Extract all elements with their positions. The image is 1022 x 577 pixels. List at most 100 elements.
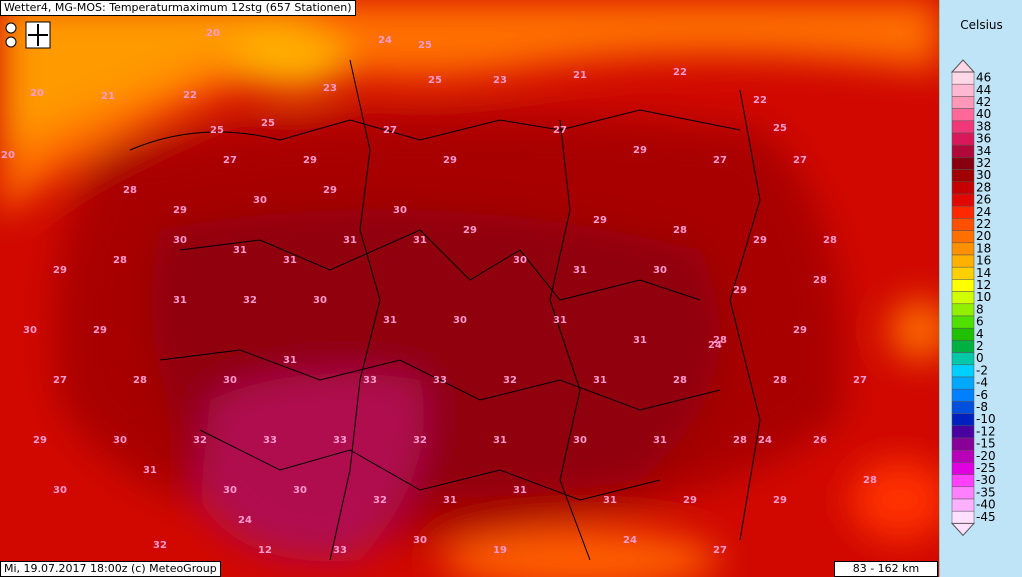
station-value: 25 <box>428 75 442 86</box>
station-value: 27 <box>553 125 567 136</box>
station-value: 29 <box>633 145 647 156</box>
legend-label: 0 <box>976 351 984 365</box>
legend-label: 4 <box>976 327 984 341</box>
legend-label: 16 <box>976 254 991 268</box>
station-value: 24 <box>378 35 392 46</box>
station-value: 23 <box>323 83 337 94</box>
station-value: 30 <box>223 485 237 496</box>
legend-swatch <box>951 364 975 378</box>
legend-label: 30 <box>976 168 991 182</box>
station-value: 28 <box>813 275 827 286</box>
legend-swatch <box>951 474 975 488</box>
station-value: 30 <box>393 205 407 216</box>
legend-label: 40 <box>976 107 991 121</box>
station-value: 20 <box>206 28 220 39</box>
station-value: 28 <box>673 225 687 236</box>
legend-swatch <box>951 266 975 280</box>
station-value: 27 <box>53 375 67 386</box>
legend-label: 24 <box>976 205 991 219</box>
station-value: 22 <box>183 90 197 101</box>
station-value: 24 <box>708 340 722 351</box>
legend-swatch <box>951 486 975 500</box>
station-value: 27 <box>383 125 397 136</box>
legend-swatch <box>951 83 975 97</box>
station-value: 28 <box>133 375 147 386</box>
legend-label: -25 <box>976 461 996 475</box>
station-value: 31 <box>343 235 357 246</box>
legend-swatch <box>951 205 975 219</box>
legend-label: 36 <box>976 132 991 146</box>
station-value: 33 <box>263 435 277 446</box>
station-value: 29 <box>33 435 47 446</box>
station-value: 29 <box>733 285 747 296</box>
station-value: 29 <box>323 185 337 196</box>
station-value: 31 <box>383 315 397 326</box>
legend-label: 8 <box>976 302 984 316</box>
station-value: 28 <box>673 375 687 386</box>
station-value: 30 <box>53 485 67 496</box>
station-value: 30 <box>113 435 127 446</box>
station-value: 29 <box>443 155 457 166</box>
legend-swatch <box>951 413 975 427</box>
legend-label: 42 <box>976 95 991 109</box>
legend-swatch <box>951 279 975 292</box>
legend-label: -40 <box>976 498 996 512</box>
station-value: 31 <box>593 375 607 386</box>
station-value: 32 <box>373 495 387 506</box>
legend-swatch <box>951 254 975 268</box>
station-value: 31 <box>603 495 617 506</box>
station-value: 29 <box>683 495 697 506</box>
legend-label: 6 <box>976 315 984 329</box>
legend-swatch <box>951 352 975 366</box>
legend-label: 10 <box>976 290 991 304</box>
scale-label: 83 - 162 km <box>834 561 938 577</box>
station-value: 24 <box>758 435 772 446</box>
station-value: 25 <box>261 118 275 129</box>
station-value: 32 <box>153 540 167 551</box>
legend-label: 14 <box>976 266 991 280</box>
station-value: 31 <box>653 435 667 446</box>
station-value: 24 <box>623 535 637 546</box>
station-value: 27 <box>793 155 807 166</box>
station-value: 21 <box>101 91 115 102</box>
legend-label: -20 <box>976 449 996 463</box>
legend-swatch <box>951 120 975 134</box>
legend-swatch <box>951 462 975 475</box>
station-value: 28 <box>823 235 837 246</box>
legend-swatch <box>951 132 975 146</box>
legend-label: -2 <box>976 363 988 377</box>
station-value: 22 <box>673 67 687 78</box>
legend-label: -30 <box>976 473 996 487</box>
legend-swatch <box>951 144 975 158</box>
station-value: 31 <box>513 485 527 496</box>
legend-arrow-top <box>950 59 976 73</box>
legend-swatch <box>951 449 975 463</box>
legend-label: -12 <box>976 424 996 438</box>
station-value: 24 <box>238 515 252 526</box>
station-value: 32 <box>503 375 517 386</box>
legend-swatch <box>951 242 975 256</box>
station-value: 31 <box>573 265 587 276</box>
legend-label: -6 <box>976 388 988 402</box>
station-value: 27 <box>853 375 867 386</box>
station-value: 22 <box>753 95 767 106</box>
legend-arrow-bottom <box>950 522 976 537</box>
station-value: 33 <box>433 375 447 386</box>
legend-label: -4 <box>976 376 988 390</box>
station-value: 28 <box>773 375 787 386</box>
map: 20 20 21 20 25 25 22 23 24 25 25 23 21 22 22 25 27 29 27 29… <box>0 0 939 577</box>
station-labels: 20 20 21 20 25 25 22 23 24 25 25 23 21 22 22 25 27 29 27 29… <box>1 28 877 556</box>
station-value: 32 <box>243 295 257 306</box>
map-title: Wetter4, MG-MOS: Temperaturmaximum 12stg… <box>0 0 356 16</box>
legend-swatch <box>951 498 975 512</box>
temperature-field <box>0 0 939 577</box>
station-value: 27 <box>713 545 727 556</box>
zoom-controls[interactable] <box>5 21 51 49</box>
station-value: 30 <box>293 485 307 496</box>
legend-swatch <box>951 96 975 109</box>
legend-label: 22 <box>976 217 991 231</box>
legend-label: -35 <box>976 485 996 499</box>
footer-text: Mi, 19.07.2017 18:00z (c) MeteoGroup <box>0 561 221 577</box>
legend-swatch <box>951 169 975 183</box>
